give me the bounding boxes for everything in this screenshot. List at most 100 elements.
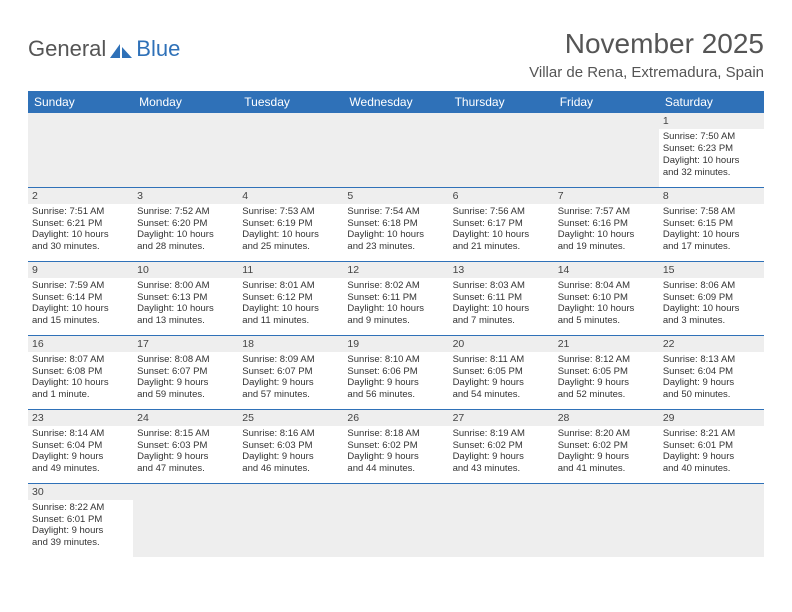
day-line: Sunset: 6:12 PM <box>242 292 339 304</box>
calendar-cell: 24Sunrise: 8:15 AMSunset: 6:03 PMDayligh… <box>133 409 238 483</box>
day-line: Sunrise: 7:52 AM <box>137 206 234 218</box>
calendar-cell: 9 Sunrise: 7:59 AMSunset: 6:14 PMDaylight… <box>28 261 133 335</box>
day-line: Sunset: 6:17 PM <box>453 218 550 230</box>
day-line: and 1 minute. <box>32 389 129 401</box>
day-number: 7 <box>554 188 659 204</box>
day-line: and 49 minutes. <box>32 463 129 475</box>
day-line: Daylight: 10 hours <box>558 229 655 241</box>
day-line: Sunrise: 7:54 AM <box>347 206 444 218</box>
day-content: Sunrise: 8:02 AMSunset: 6:11 PMDaylight:… <box>347 280 444 328</box>
day-line: and 11 minutes. <box>242 315 339 327</box>
sail-icon <box>108 40 134 58</box>
calendar-cell: 1Sunrise: 7:50 AMSunset: 6:23 PMDaylight… <box>659 113 764 187</box>
calendar-week-row: 1Sunrise: 7:50 AMSunset: 6:23 PMDaylight… <box>28 113 764 187</box>
calendar-cell: 6Sunrise: 7:56 AMSunset: 6:17 PMDaylight… <box>449 187 554 261</box>
calendar-cell <box>238 483 343 557</box>
day-line: Sunset: 6:07 PM <box>242 366 339 378</box>
day-line: and 17 minutes. <box>663 241 760 253</box>
calendar-cell <box>28 113 133 187</box>
day-content: Sunrise: 8:19 AMSunset: 6:02 PMDaylight:… <box>453 428 550 476</box>
day-line: Sunrise: 8:22 AM <box>32 502 129 514</box>
day-content: Sunrise: 8:08 AMSunset: 6:07 PMDaylight:… <box>137 354 234 402</box>
day-line: Sunrise: 8:07 AM <box>32 354 129 366</box>
day-line: Daylight: 10 hours <box>242 303 339 315</box>
calendar-cell: 21 Sunrise: 8:12 AMSunset: 6:05 PMDayligh… <box>554 335 659 409</box>
day-line: Daylight: 10 hours <box>663 155 760 167</box>
calendar-cell <box>659 483 764 557</box>
day-number: 9 <box>28 262 133 278</box>
weekday-header: Sunday <box>28 91 133 113</box>
day-number: 4 <box>238 188 343 204</box>
weekday-header: Saturday <box>659 91 764 113</box>
day-line: Sunrise: 8:13 AM <box>663 354 760 366</box>
day-content: Sunrise: 8:12 AMSunset: 6:05 PMDaylight:… <box>558 354 655 402</box>
day-line: and 9 minutes. <box>347 315 444 327</box>
month-title: November 2025 <box>529 28 764 60</box>
day-line: Sunset: 6:02 PM <box>453 440 550 452</box>
day-number: 26 <box>343 410 448 426</box>
calendar-week-row: 30Sunrise: 8:22 AMSunset: 6:01 PMDayligh… <box>28 483 764 557</box>
day-line: Sunset: 6:23 PM <box>663 143 760 155</box>
day-line: Sunrise: 7:53 AM <box>242 206 339 218</box>
day-line: Daylight: 10 hours <box>663 303 760 315</box>
day-content: Sunrise: 7:59 AMSunset: 6:14 PMDaylight:… <box>32 280 129 328</box>
day-line: Daylight: 10 hours <box>453 303 550 315</box>
day-content: Sunrise: 8:09 AMSunset: 6:07 PMDaylight:… <box>242 354 339 402</box>
day-line: Sunrise: 8:09 AM <box>242 354 339 366</box>
calendar-cell <box>133 483 238 557</box>
calendar-cell: 30Sunrise: 8:22 AMSunset: 6:01 PMDayligh… <box>28 483 133 557</box>
calendar-cell <box>449 113 554 187</box>
day-line: Sunrise: 7:57 AM <box>558 206 655 218</box>
day-line: Sunset: 6:02 PM <box>558 440 655 452</box>
day-number: 21 <box>554 336 659 352</box>
day-line: Sunset: 6:13 PM <box>137 292 234 304</box>
day-line: and 52 minutes. <box>558 389 655 401</box>
calendar-cell <box>554 113 659 187</box>
calendar-week-row: 2Sunrise: 7:51 AMSunset: 6:21 PMDaylight… <box>28 187 764 261</box>
day-content: Sunrise: 7:52 AMSunset: 6:20 PMDaylight:… <box>137 206 234 254</box>
day-content: Sunrise: 8:14 AMSunset: 6:04 PMDaylight:… <box>32 428 129 476</box>
day-content: Sunrise: 7:53 AMSunset: 6:19 PMDaylight:… <box>242 206 339 254</box>
day-content: Sunrise: 8:04 AMSunset: 6:10 PMDaylight:… <box>558 280 655 328</box>
day-line: Daylight: 10 hours <box>663 229 760 241</box>
day-line: and 7 minutes. <box>453 315 550 327</box>
calendar-cell: 10Sunrise: 8:00 AMSunset: 6:13 PMDayligh… <box>133 261 238 335</box>
day-line: and 54 minutes. <box>453 389 550 401</box>
day-content: Sunrise: 7:51 AMSunset: 6:21 PMDaylight:… <box>32 206 129 254</box>
day-line: Sunset: 6:01 PM <box>663 440 760 452</box>
day-number: 10 <box>133 262 238 278</box>
day-line: Sunset: 6:04 PM <box>32 440 129 452</box>
day-line: Sunset: 6:19 PM <box>242 218 339 230</box>
day-line: Daylight: 9 hours <box>453 451 550 463</box>
day-line: and 5 minutes. <box>558 315 655 327</box>
day-line: and 40 minutes. <box>663 463 760 475</box>
day-line: Daylight: 10 hours <box>242 229 339 241</box>
day-line: Sunrise: 7:51 AM <box>32 206 129 218</box>
day-line: Sunset: 6:21 PM <box>32 218 129 230</box>
day-content: Sunrise: 8:07 AMSunset: 6:08 PMDaylight:… <box>32 354 129 402</box>
day-number: 3 <box>133 188 238 204</box>
day-number: 28 <box>554 410 659 426</box>
day-line: and 56 minutes. <box>347 389 444 401</box>
day-line: Sunrise: 8:19 AM <box>453 428 550 440</box>
day-line: Sunset: 6:03 PM <box>242 440 339 452</box>
day-content: Sunrise: 8:20 AMSunset: 6:02 PMDaylight:… <box>558 428 655 476</box>
day-number: 20 <box>449 336 554 352</box>
day-line: Sunrise: 8:02 AM <box>347 280 444 292</box>
weekday-header: Friday <box>554 91 659 113</box>
calendar-cell: 8Sunrise: 7:58 AMSunset: 6:15 PMDaylight… <box>659 187 764 261</box>
day-number: 27 <box>449 410 554 426</box>
day-line: Sunset: 6:20 PM <box>137 218 234 230</box>
calendar-cell: 5Sunrise: 7:54 AMSunset: 6:18 PMDaylight… <box>343 187 448 261</box>
day-line: Daylight: 9 hours <box>347 451 444 463</box>
day-line: Sunset: 6:03 PM <box>137 440 234 452</box>
day-line: Daylight: 9 hours <box>137 377 234 389</box>
day-line: Daylight: 9 hours <box>242 451 339 463</box>
day-number: 5 <box>343 188 448 204</box>
day-line: Sunset: 6:02 PM <box>347 440 444 452</box>
day-line: and 41 minutes. <box>558 463 655 475</box>
day-line: Sunset: 6:01 PM <box>32 514 129 526</box>
calendar-cell <box>343 483 448 557</box>
calendar-cell: 17Sunrise: 8:08 AMSunset: 6:07 PMDayligh… <box>133 335 238 409</box>
day-line: and 21 minutes. <box>453 241 550 253</box>
